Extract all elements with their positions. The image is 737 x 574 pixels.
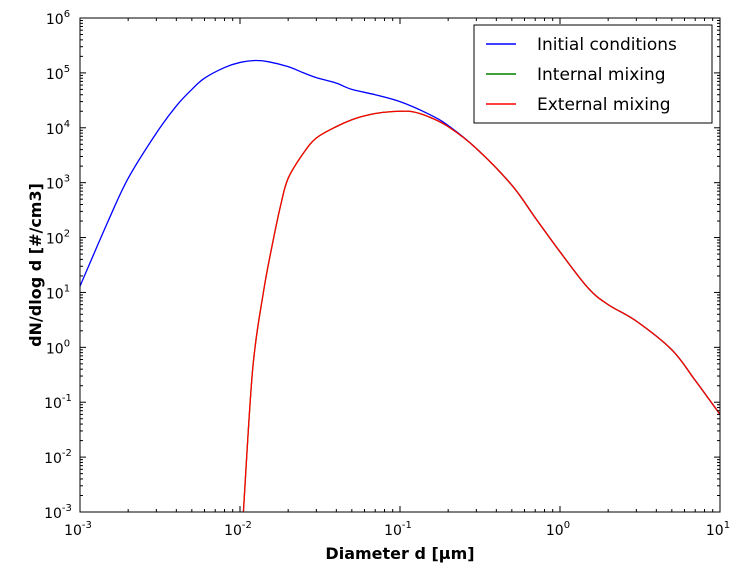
y-axis-label: dN/dlog d [#/cm3]	[26, 183, 45, 347]
series-line-external-mixing	[242, 110, 720, 512]
y-tick-label: 104	[46, 119, 70, 138]
series-layer	[80, 59, 720, 512]
x-tick-label: 100	[546, 520, 570, 539]
y-tick-label: 103	[46, 174, 70, 193]
y-tick-label: 100	[46, 338, 70, 357]
x-tick-label: 101	[706, 520, 730, 539]
x-tick-label: 10-1	[384, 520, 412, 539]
x-axis-label: Diameter d [μm]	[325, 544, 474, 563]
y-tick-label: 10-3	[44, 503, 72, 522]
legend-label-external-mixing: External mixing	[537, 95, 671, 115]
legend: Initial conditions Internal mixing Exter…	[473, 24, 713, 124]
y-tick-label: 105	[46, 64, 70, 83]
plot-frame	[79, 17, 721, 513]
y-tick-label: 101	[46, 283, 70, 302]
x-tick-label: 10-2	[224, 520, 252, 539]
legend-label-initial-conditions: Initial conditions	[537, 35, 677, 55]
y-tick-label: 10-1	[44, 393, 72, 412]
x-tick-label: 10-3	[64, 520, 92, 539]
y-tick-label: 102	[46, 229, 70, 248]
y-tick-label: 10-2	[44, 448, 72, 467]
ticks-layer: 10-3 10-2 10-1 100 101 10-3 10-2 10-1 100 101 102 1…	[44, 9, 730, 539]
legend-label-internal-mixing: Internal mixing	[537, 65, 666, 85]
y-tick-label: 106	[46, 9, 70, 28]
